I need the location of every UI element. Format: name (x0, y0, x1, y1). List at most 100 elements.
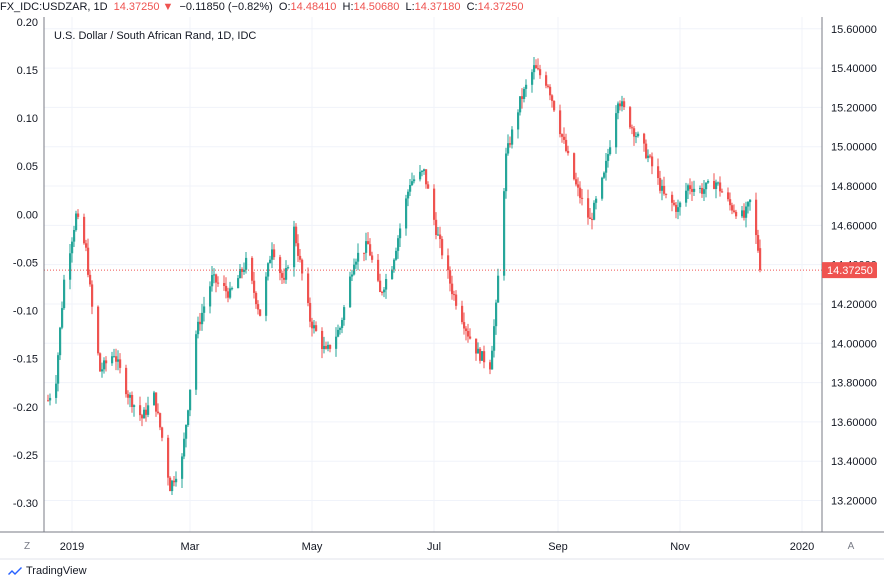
candle-body (553, 100, 556, 111)
candle-body (377, 259, 380, 281)
candle-body (323, 345, 326, 349)
timezone-button[interactable]: Z (24, 541, 30, 552)
candle-body (229, 288, 232, 298)
open-value: 14.48410 (290, 1, 337, 13)
candle-body (693, 188, 696, 192)
candle-body (187, 410, 190, 425)
candle-body (449, 270, 452, 284)
candle-body (335, 336, 338, 349)
last-price: 14.37250 (113, 1, 160, 13)
autoscale-button-label[interactable]: A (848, 541, 855, 552)
low-label: L: (405, 1, 415, 13)
candle-body (351, 274, 354, 277)
candle-body (49, 397, 52, 401)
candle-body (199, 321, 202, 325)
candle-body (423, 169, 426, 172)
candle-body (223, 283, 226, 286)
timezone-button-label[interactable]: Z (24, 541, 30, 552)
candle-body (741, 210, 744, 217)
candle-body (747, 202, 750, 207)
candle-body (551, 95, 554, 101)
candle-body (77, 213, 80, 217)
candle-body (57, 355, 60, 384)
candle-body (141, 415, 144, 419)
candle-body (195, 334, 198, 390)
candle-body (173, 480, 176, 483)
candle-body (119, 359, 122, 368)
candle-body (565, 139, 568, 151)
candle-body (213, 274, 216, 276)
candle-body (573, 153, 576, 180)
right-tick-label: 15.20000 (831, 102, 877, 114)
candle-body (593, 202, 596, 220)
candle-body (201, 312, 204, 325)
candle-body (505, 153, 508, 192)
candle-body (183, 438, 186, 457)
candle-body (259, 309, 262, 316)
candle-body (85, 243, 88, 248)
symbol-header: FX_IDC:USDZAR, 1D 14.37250 ▼ −0.11850 (−0… (0, 0, 884, 16)
candle-body (579, 187, 582, 198)
candle-body (497, 275, 500, 303)
candle-body (433, 188, 436, 220)
close-value: 14.37250 (477, 1, 524, 13)
candle-body (117, 359, 120, 362)
candle-body (87, 247, 90, 275)
candle-body (447, 255, 450, 271)
candle-body (689, 185, 692, 190)
candle-body (245, 257, 248, 270)
candle-body (721, 191, 724, 193)
candle-body (535, 65, 538, 69)
candle-body (265, 276, 268, 316)
candle-body (495, 302, 498, 327)
candle-body (659, 178, 662, 191)
candle-body (343, 307, 346, 320)
x-tick-label: Sep (548, 541, 568, 553)
candle-body (271, 249, 274, 260)
candle-body (325, 345, 328, 349)
symbol-name[interactable]: FX_IDC:USDZAR, 1D (0, 1, 108, 13)
candle-body (327, 344, 330, 349)
x-tick-label: May (302, 541, 323, 553)
legend-title: U.S. Dollar / South African Rand, 1D, ID… (54, 30, 256, 42)
candle-body (381, 292, 384, 294)
candle-body (143, 409, 146, 419)
left-tick-label: 0.00 (17, 209, 38, 221)
candle-body (679, 202, 682, 208)
right-tick-label: 15.40000 (831, 63, 877, 75)
candle-body (91, 284, 94, 307)
candle-body (729, 199, 732, 206)
right-tick-label: 13.60000 (831, 417, 877, 429)
candle-body (533, 65, 536, 73)
tradingview-brand[interactable]: TradingView (8, 565, 87, 578)
candle-body (155, 392, 158, 412)
candle-body (227, 291, 230, 298)
candle-body (467, 331, 470, 337)
candle-body (743, 210, 746, 218)
candle-body (167, 437, 170, 478)
candle-body (603, 172, 606, 178)
candle-body (531, 72, 534, 85)
candle-body (441, 239, 444, 256)
candle-body (365, 241, 368, 253)
autoscale-button[interactable]: A (848, 541, 855, 552)
candle-body (253, 280, 256, 293)
candle-body (169, 477, 172, 492)
candle-body (635, 136, 638, 138)
candle-body (425, 169, 428, 185)
candle-body (759, 248, 762, 271)
candle-body (493, 326, 496, 351)
x-tick-label: Mar (181, 541, 200, 553)
candle-body (75, 213, 78, 231)
candle-body (111, 356, 114, 364)
candle-body (339, 328, 342, 330)
brand-label: TradingView (26, 565, 87, 577)
candle-body (549, 86, 552, 96)
candle-body (633, 128, 636, 137)
price-badge-label: 14.37250 (827, 265, 873, 277)
candle-body (631, 127, 634, 129)
right-tick-label: 14.80000 (831, 181, 877, 193)
candle-body (755, 199, 758, 236)
candle-body (539, 69, 542, 76)
